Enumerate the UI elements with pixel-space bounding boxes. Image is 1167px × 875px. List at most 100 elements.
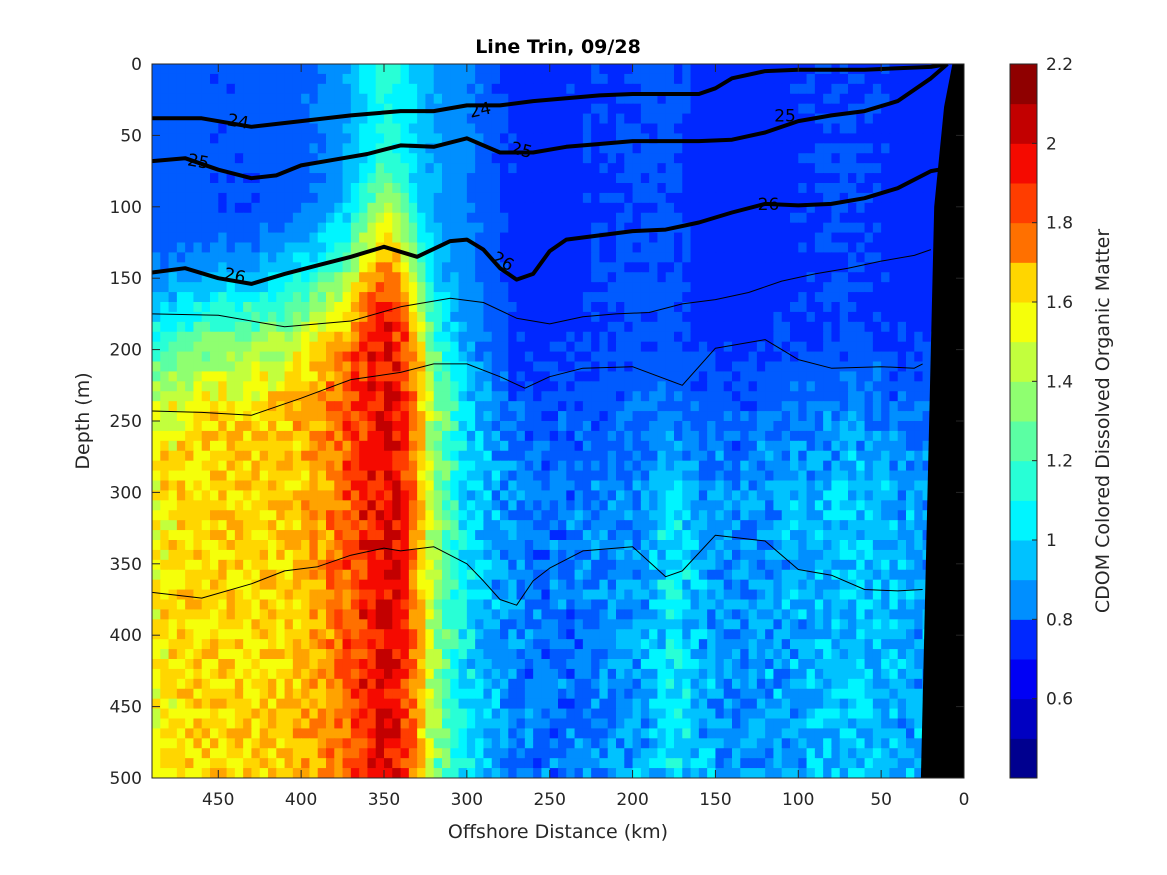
heat-cell <box>226 103 236 115</box>
heat-cell <box>524 93 534 105</box>
heat-cell <box>715 83 725 95</box>
heat-cell <box>292 351 302 363</box>
heat-cell <box>839 262 849 273</box>
heat-cell <box>533 242 543 254</box>
heat-cell <box>839 103 849 115</box>
heat-cell <box>276 470 286 482</box>
heat-cell <box>500 242 509 254</box>
heat-cell <box>831 321 841 333</box>
heat-cell <box>176 460 186 472</box>
heat-cell <box>599 490 609 501</box>
heat-cell <box>649 183 659 194</box>
heat-cell <box>317 361 327 373</box>
heat-cell <box>599 480 609 492</box>
heat-cell <box>640 163 650 174</box>
heat-cell <box>541 202 551 214</box>
heat-cell <box>591 222 601 234</box>
heat-cell <box>226 113 236 125</box>
heat-cell <box>276 143 286 154</box>
heat-cell <box>582 460 592 472</box>
heat-cell <box>616 232 625 244</box>
heat-cell <box>301 252 311 263</box>
heat-cell <box>210 361 219 373</box>
heat-cell <box>425 341 435 353</box>
heat-cell <box>690 480 700 492</box>
heat-cell <box>574 202 584 214</box>
heat-cell <box>367 540 377 551</box>
heat-cell <box>582 262 592 273</box>
heat-cell <box>533 411 543 422</box>
heat-cell <box>566 64 576 75</box>
heat-cell <box>640 282 650 293</box>
heat-cell <box>839 163 849 174</box>
heat-cell <box>483 83 493 95</box>
heat-cell <box>914 351 924 363</box>
heat-cell <box>723 212 733 224</box>
heat-cell <box>814 331 824 343</box>
heat-cell <box>433 64 443 75</box>
heat-cell <box>384 83 393 95</box>
heat-cell <box>193 480 203 492</box>
heat-cell <box>334 351 344 363</box>
heat-cell <box>176 93 186 105</box>
heat-cell <box>284 430 294 442</box>
heat-cell <box>698 530 708 541</box>
heat-cell <box>831 123 841 135</box>
heat-cell <box>491 163 501 174</box>
heat-cell <box>732 490 741 501</box>
heat-cell <box>591 371 601 382</box>
heat-cell <box>698 510 708 521</box>
heat-cell <box>773 391 783 402</box>
heat-cell <box>856 371 866 382</box>
heat-cell <box>765 460 775 472</box>
heat-cell <box>690 540 700 551</box>
heat-cell <box>450 83 460 95</box>
heat-cell <box>674 440 683 452</box>
heat-cell <box>491 123 501 135</box>
heat-cell <box>491 361 501 373</box>
heat-cell <box>524 411 534 422</box>
heat-cell <box>674 252 683 263</box>
heat-cell <box>417 73 427 85</box>
heat-cell <box>665 292 675 303</box>
heat-cell <box>201 183 211 194</box>
heat-cell <box>384 183 393 194</box>
heat-cell <box>152 64 161 75</box>
heat-cell <box>682 549 692 561</box>
heat-cell <box>732 391 741 402</box>
heat-cell <box>889 311 899 323</box>
heat-cell <box>831 173 841 184</box>
heat-cell <box>723 540 733 551</box>
heat-cell <box>367 351 377 363</box>
heat-cell <box>234 64 244 75</box>
heat-cell <box>798 173 808 184</box>
heat-cell <box>914 559 924 571</box>
heat-cell <box>723 450 733 462</box>
heat-cell <box>922 282 932 293</box>
heat-cell <box>168 192 178 204</box>
heat-cell <box>823 341 833 353</box>
heat-cell <box>491 500 501 511</box>
heat-cell <box>384 470 393 482</box>
heat-cell <box>251 192 261 204</box>
heat-cell <box>872 351 882 363</box>
heat-cell <box>848 361 857 373</box>
heat-cell <box>367 133 377 144</box>
heat-cell <box>814 411 824 422</box>
heat-cell <box>715 163 725 174</box>
heat-cell <box>541 430 551 442</box>
heat-cell <box>657 123 667 135</box>
heat-cell <box>839 93 849 105</box>
heat-cell <box>193 520 203 531</box>
heat-cell <box>922 391 932 402</box>
heat-cell <box>193 490 203 501</box>
heat-cell <box>864 331 874 343</box>
heat-cell <box>698 361 708 373</box>
heat-cell <box>359 450 369 462</box>
heat-cell <box>756 183 766 194</box>
heat-cell <box>665 371 675 382</box>
heat-cell <box>516 371 526 382</box>
heat-cell <box>740 282 750 293</box>
heat-cell <box>218 232 228 244</box>
heat-cell <box>897 440 907 452</box>
